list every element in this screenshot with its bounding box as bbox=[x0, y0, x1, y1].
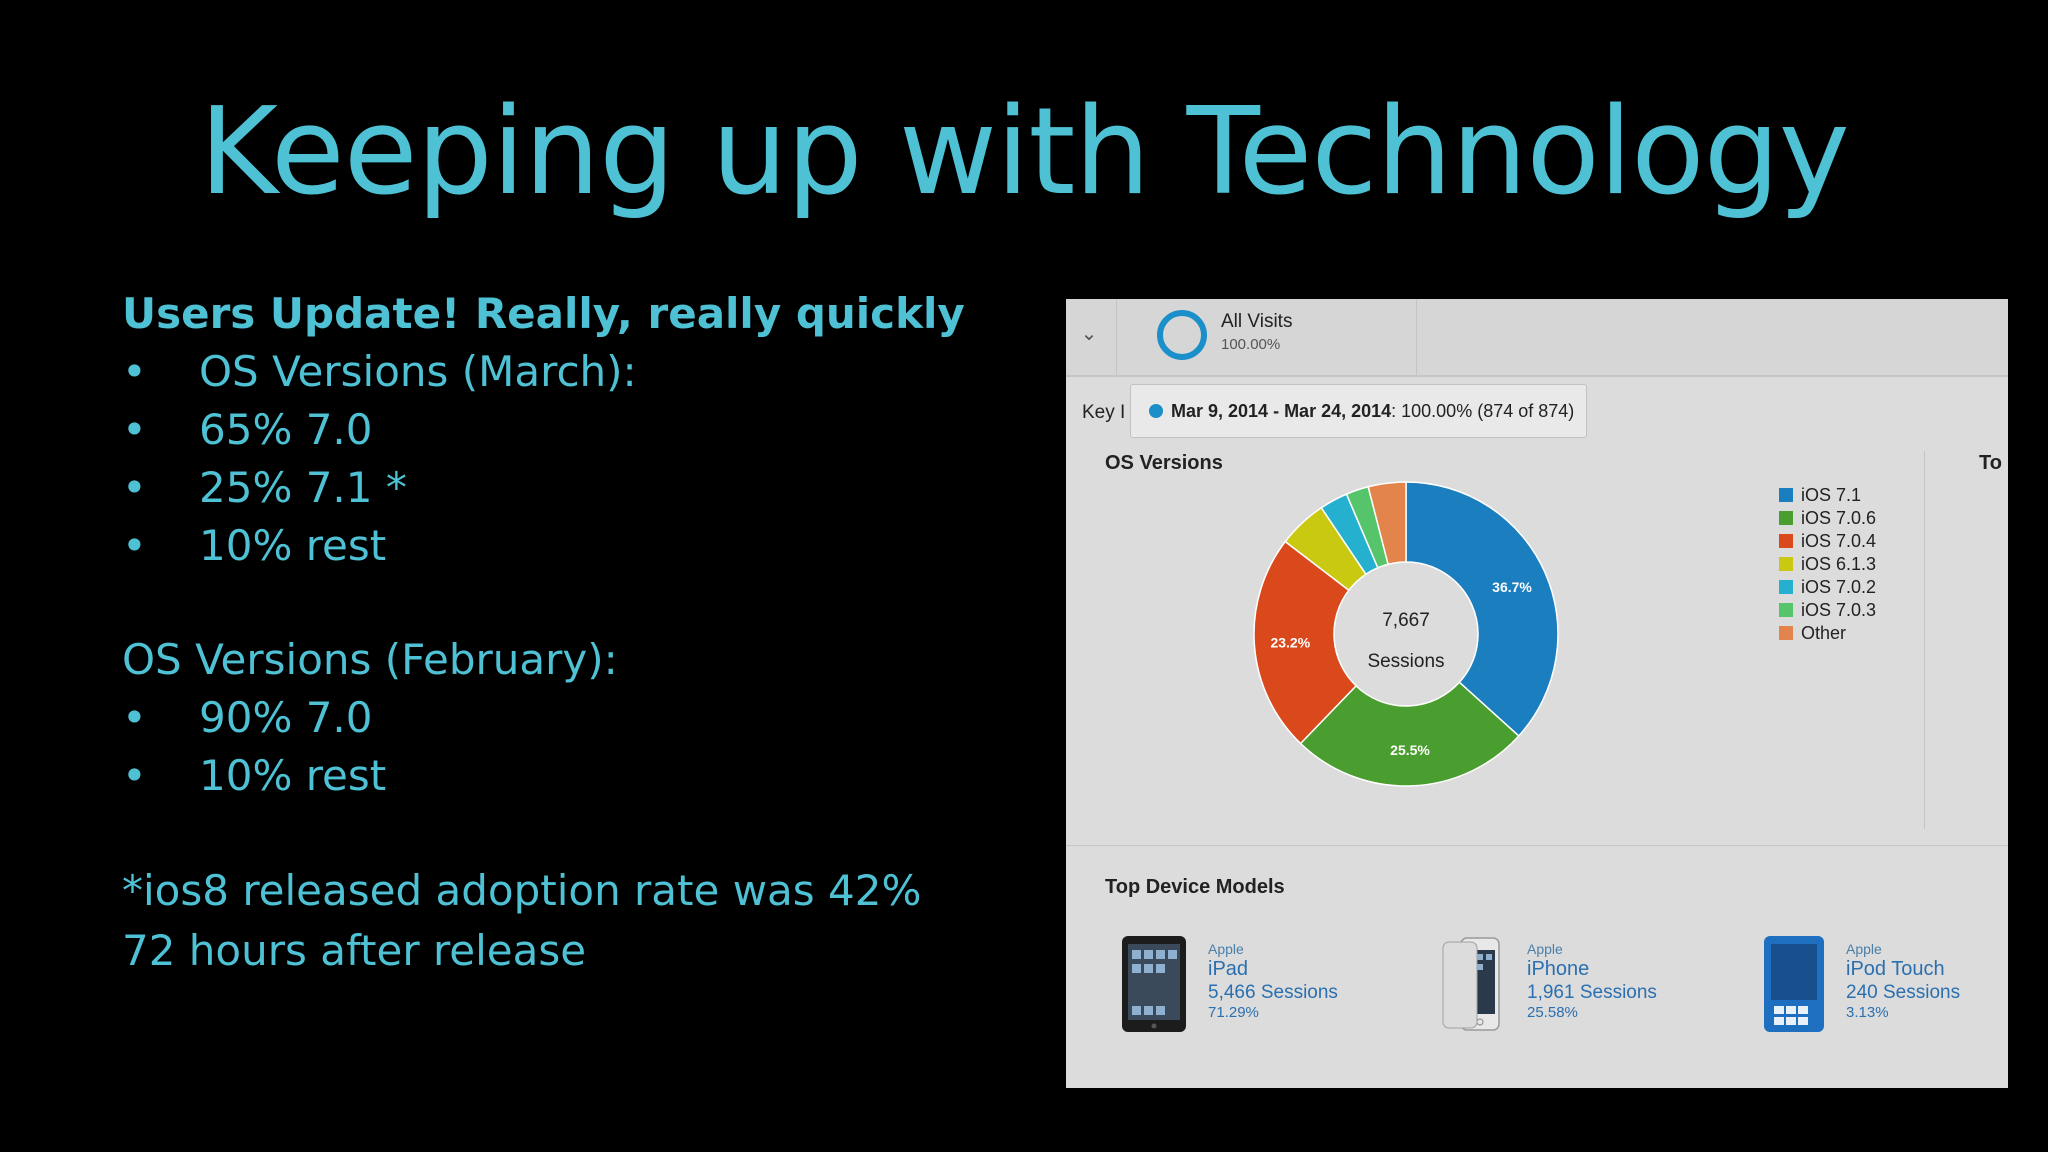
segment-ring-icon bbox=[1157, 310, 1207, 360]
footnote-line-1: *ios8 released adoption rate was 42% bbox=[122, 866, 922, 915]
legend-label: Other bbox=[1801, 623, 1847, 643]
os-versions-title: OS Versions bbox=[1105, 452, 1223, 474]
march-item-text: 25% 7.1 * bbox=[199, 463, 407, 512]
legend-label: iOS 7.0.4 bbox=[1801, 531, 1877, 551]
march-item: • 65% 7.0 bbox=[122, 401, 965, 459]
donut-center-value: 7,667 bbox=[1382, 610, 1430, 631]
legend-swatch bbox=[1779, 557, 1793, 571]
legend-item[interactable]: iOS 7.0.2 bbox=[1779, 576, 1876, 599]
february-item: • 90% 7.0 bbox=[122, 689, 965, 747]
device-name[interactable]: iPad bbox=[1208, 958, 1249, 980]
ipad-icon bbox=[1122, 936, 1186, 1032]
donut-center-label: Sessions bbox=[1367, 651, 1444, 672]
legend-swatch bbox=[1779, 626, 1793, 640]
legend-item[interactable]: iOS 7.0.3 bbox=[1779, 599, 1876, 622]
legend-swatch bbox=[1779, 603, 1793, 617]
device-sessions: 1,961 Sessions bbox=[1527, 982, 1657, 1003]
bullet-marker: • bbox=[122, 751, 147, 800]
march-item: • 10% rest bbox=[122, 517, 965, 575]
legend-label: iOS 7.0.3 bbox=[1801, 600, 1877, 620]
chevron-down-icon[interactable]: ⌄ bbox=[1080, 323, 1098, 345]
legend-swatch bbox=[1779, 534, 1793, 548]
device-share: 3.13% bbox=[1846, 1004, 1889, 1021]
donut-slice-ios-7-0-6[interactable] bbox=[1299, 681, 1520, 787]
donut-slice-other[interactable] bbox=[1367, 481, 1407, 566]
february-item: • 10% rest bbox=[122, 747, 965, 805]
february-item-text: 90% 7.0 bbox=[199, 693, 373, 742]
device-sessions: 5,466 Sessions bbox=[1208, 982, 1338, 1003]
legend-label: iOS 6.1.3 bbox=[1801, 554, 1877, 574]
device-brand: Apple bbox=[1527, 941, 1563, 957]
bullet-marker: • bbox=[122, 405, 147, 454]
legend-swatch bbox=[1779, 580, 1793, 594]
legend-item[interactable]: iOS 7.0.4 bbox=[1779, 530, 1876, 553]
device-share: 71.29% bbox=[1208, 1004, 1259, 1021]
slice-data-label: 25.5% bbox=[1390, 742, 1430, 758]
legend-item[interactable]: iOS 7.1 bbox=[1779, 484, 1876, 507]
series-dot-icon bbox=[1149, 404, 1163, 418]
legend-swatch bbox=[1779, 511, 1793, 525]
bullet-marker: • bbox=[122, 521, 147, 570]
legend-label: iOS 7.1 bbox=[1801, 485, 1862, 505]
slice-data-label: 36.7% bbox=[1492, 579, 1532, 595]
os-versions-donut-chart: 36.7% 25.5% 23.2% 7,667 Sessions bbox=[1253, 481, 1559, 787]
legend-item[interactable]: iOS 6.1.3 bbox=[1779, 553, 1876, 576]
march-item-text: 65% 7.0 bbox=[199, 405, 373, 454]
date-tooltip: Mar 9, 2014 - Mar 24, 2014: 100.00% (874… bbox=[1130, 384, 1588, 438]
segment-bar: ⌄ All Visits 100.00% bbox=[1066, 299, 2008, 377]
analytics-screenshot: ⌄ All Visits 100.00% Key I Mar 9, 2014 -… bbox=[1066, 299, 2008, 1088]
march-item-text: 10% rest bbox=[199, 521, 387, 570]
march-label: OS Versions (March): bbox=[199, 347, 637, 396]
device-brand: Apple bbox=[1846, 941, 1882, 957]
february-item-text: 10% rest bbox=[199, 751, 387, 800]
footnote-line-2: 72 hours after release bbox=[122, 926, 587, 975]
slide-title: Keeping up with Technology bbox=[199, 83, 1850, 222]
bullet-marker: • bbox=[122, 347, 147, 396]
device-name[interactable]: iPhone bbox=[1527, 958, 1590, 980]
tooltip-value: : 100.00% (874 of 874) bbox=[1391, 401, 1575, 421]
chart-legend: iOS 7.1 iOS 7.0.6 iOS 7.0.4 iOS 6.1.3 iOS 7.… bbox=[1779, 484, 1876, 645]
legend-label: iOS 7.0.2 bbox=[1801, 577, 1877, 597]
device-sessions: 240 Sessions bbox=[1846, 982, 1961, 1003]
donut-slice-ios-7-0-4[interactable] bbox=[1253, 540, 1358, 745]
ipod-touch-icon bbox=[1764, 936, 1824, 1032]
february-label: OS Versions (February): bbox=[122, 635, 618, 684]
device-brand: Apple bbox=[1208, 941, 1244, 957]
segment-percent: 100.00% bbox=[1221, 336, 1281, 353]
slide-heading: Users Update! Really, really quickly bbox=[122, 289, 965, 338]
device-share: 25.58% bbox=[1527, 1004, 1578, 1021]
legend-item[interactable]: Other bbox=[1779, 622, 1876, 645]
legend-item[interactable]: iOS 7.0.6 bbox=[1779, 507, 1876, 530]
top-device-models-title: Top Device Models bbox=[1105, 876, 1285, 898]
legend-label: iOS 7.0.6 bbox=[1801, 508, 1877, 528]
bullet-marker: • bbox=[122, 463, 147, 512]
tooltip-date-range: Mar 9, 2014 - Mar 24, 2014 bbox=[1171, 401, 1392, 421]
legend-swatch bbox=[1779, 488, 1793, 502]
segment-name[interactable]: All Visits bbox=[1221, 311, 1293, 332]
iphone-icon bbox=[1442, 937, 1500, 1031]
key-label: Key I bbox=[1082, 402, 1126, 423]
march-label-row: • OS Versions (March): bbox=[122, 343, 965, 401]
bullet-marker: • bbox=[122, 693, 147, 742]
donut-slice-ios-7-1[interactable] bbox=[1405, 481, 1559, 738]
side-panel-title: To bbox=[1979, 452, 2002, 474]
device-name[interactable]: iPod Touch bbox=[1846, 958, 1945, 980]
slice-data-label: 23.2% bbox=[1270, 635, 1310, 651]
march-item: • 25% 7.1 * bbox=[122, 459, 965, 517]
slide-body: Users Update! Really, really quickly • OS… bbox=[122, 285, 965, 981]
